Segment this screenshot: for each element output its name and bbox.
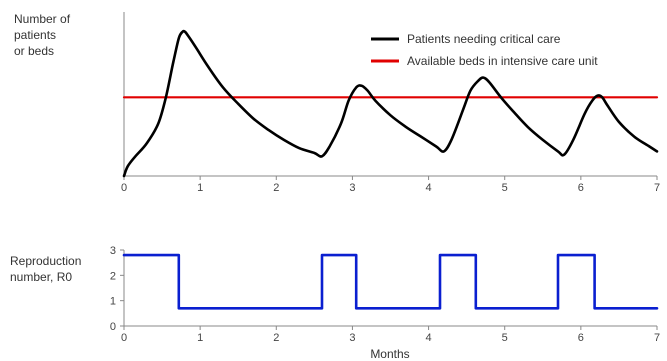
- x-tick-label: 5: [502, 182, 508, 194]
- bottom-ylabel-line-2: number, R0: [10, 270, 72, 284]
- bottom-panel: Reproduction number, R0 0 1 2 3 0 1 2 3 4 5 6 7 Mo…: [10, 245, 660, 361]
- x-tick-label: 0: [121, 182, 127, 194]
- x-tick-label: 4: [426, 182, 432, 194]
- bottom-series-group: [122, 253, 659, 310]
- x-tick-label: 6: [578, 182, 584, 194]
- top-ylabel-line-3: or beds: [14, 44, 54, 58]
- legend-label-patients: Patients needing critical care: [407, 32, 561, 46]
- top-panel: Number of patients or beds 0 1 2 3 4 5 6 7 Pati…: [14, 12, 660, 194]
- x-tick-label: 3: [349, 332, 355, 344]
- x-tick-label: 0: [121, 332, 127, 344]
- reproduction-number-line: [122, 253, 659, 310]
- top-series-group: [122, 29, 659, 178]
- bottom-y-ticks: 0 1 2 3: [110, 245, 124, 333]
- bottom-x-ticks: 0 1 2 3 4 5 6 7: [121, 326, 660, 344]
- x-tick-label: 2: [273, 182, 279, 194]
- legend: Patients needing critical care Available…: [371, 32, 598, 68]
- x-tick-label: 2: [273, 332, 279, 344]
- top-x-ticks: 0 1 2 3 4 5 6 7: [121, 176, 660, 194]
- top-ylabel-line-1: Number of: [14, 12, 71, 26]
- x-tick-label: 7: [654, 332, 660, 344]
- x-tick-label: 3: [349, 182, 355, 194]
- x-tick-label: 1: [197, 182, 203, 194]
- y-tick-label: 0: [110, 321, 116, 333]
- x-tick-label: 5: [502, 332, 508, 344]
- x-tick-label: 6: [578, 332, 584, 344]
- bottom-ylabel-line-1: Reproduction: [10, 254, 81, 268]
- x-tick-label: 1: [197, 332, 203, 344]
- y-tick-label: 1: [110, 296, 116, 308]
- x-tick-label: 7: [654, 182, 660, 194]
- legend-label-beds: Available beds in intensive care unit: [407, 54, 598, 68]
- top-ylabel-line-2: patients: [14, 28, 56, 42]
- x-tick-label: 4: [426, 332, 432, 344]
- patients-critical-care-line: [122, 29, 659, 178]
- y-tick-label: 3: [110, 245, 116, 257]
- bottom-xlabel: Months: [370, 347, 409, 361]
- y-tick-label: 2: [110, 270, 116, 282]
